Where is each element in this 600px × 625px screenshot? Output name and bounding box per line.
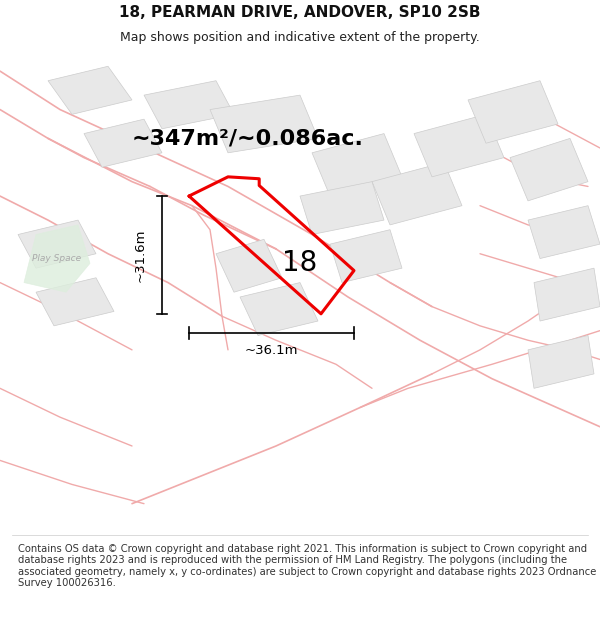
Text: Contains OS data © Crown copyright and database right 2021. This information is : Contains OS data © Crown copyright and d… [18,544,596,588]
Polygon shape [210,95,318,152]
Polygon shape [330,230,402,282]
Polygon shape [144,81,234,129]
Polygon shape [414,114,504,177]
Text: ~347m²/~0.086ac.: ~347m²/~0.086ac. [132,128,364,148]
Polygon shape [36,278,114,326]
Polygon shape [216,239,282,292]
Polygon shape [84,119,162,168]
Polygon shape [240,282,318,336]
Polygon shape [48,66,132,114]
Polygon shape [468,81,558,143]
Polygon shape [510,138,588,201]
Text: Map shows position and indicative extent of the property.: Map shows position and indicative extent… [120,31,480,44]
Text: 18, PEARMAN DRIVE, ANDOVER, SP10 2SB: 18, PEARMAN DRIVE, ANDOVER, SP10 2SB [119,6,481,21]
Polygon shape [18,220,96,268]
Text: ~31.6m: ~31.6m [134,228,147,282]
Text: Play Space: Play Space [32,254,82,263]
Text: ~36.1m: ~36.1m [245,344,298,357]
Polygon shape [24,225,90,292]
Polygon shape [312,134,402,196]
Polygon shape [528,206,600,259]
Text: 18: 18 [283,249,317,278]
Polygon shape [372,162,462,225]
Polygon shape [528,336,594,388]
Polygon shape [300,182,384,234]
Polygon shape [534,268,600,321]
